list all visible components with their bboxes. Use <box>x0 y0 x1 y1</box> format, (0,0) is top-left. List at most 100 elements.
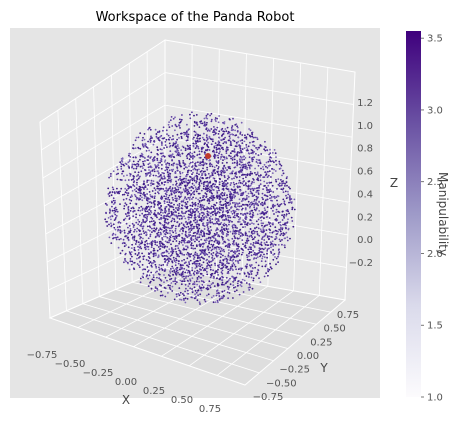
workspace-point <box>170 210 173 213</box>
grid-line <box>115 289 303 337</box>
workspace-point <box>210 197 213 200</box>
workspace-point <box>149 210 152 212</box>
workspace-point <box>225 235 228 237</box>
workspace-point <box>199 176 202 179</box>
workspace-point <box>193 155 196 158</box>
workspace-point <box>291 201 293 203</box>
workspace-point <box>211 239 213 242</box>
workspace-point <box>146 225 149 228</box>
workspace-point <box>141 252 144 255</box>
workspace-point <box>185 253 188 256</box>
workspace-point <box>170 247 173 249</box>
workspace-point <box>251 181 254 183</box>
workspace-point <box>171 159 174 162</box>
workspace-point <box>257 252 259 255</box>
workspace-point <box>238 171 240 174</box>
workspace-point <box>246 222 249 225</box>
workspace-point <box>112 188 115 191</box>
workspace-point <box>112 223 115 226</box>
workspace-point <box>195 272 198 274</box>
workspace-point <box>158 268 161 271</box>
workspace-point <box>117 191 120 194</box>
workspace-point <box>251 156 254 159</box>
workspace-point <box>247 195 250 198</box>
workspace-point <box>175 163 178 166</box>
workspace-point <box>141 241 144 244</box>
workspace-point <box>216 185 218 188</box>
workspace-point <box>181 171 184 174</box>
workspace-point <box>216 282 219 285</box>
workspace-point <box>157 231 160 234</box>
workspace-point <box>238 202 241 205</box>
workspace-point <box>166 179 169 182</box>
workspace-point <box>249 174 251 177</box>
workspace-point <box>189 148 192 151</box>
workspace-point <box>116 168 119 171</box>
workspace-point <box>195 145 198 148</box>
workspace-point <box>224 202 227 205</box>
workspace-point <box>264 260 267 263</box>
workspace-point <box>215 277 218 280</box>
workspace-point <box>206 212 209 215</box>
workspace-point <box>131 260 134 263</box>
colorbar-tick-label: 1.5 <box>427 321 443 332</box>
workspace-point <box>200 189 203 192</box>
workspace-point <box>170 277 173 280</box>
workspace-point <box>127 161 130 164</box>
workspace-point <box>173 192 176 195</box>
workspace-point <box>255 201 257 204</box>
workspace-point <box>280 232 283 235</box>
workspace-point <box>142 162 145 165</box>
workspace-point <box>178 223 181 226</box>
workspace-point <box>245 282 248 284</box>
workspace-point <box>148 252 151 255</box>
workspace-point <box>168 162 171 165</box>
workspace-point <box>181 210 183 213</box>
workspace-point <box>193 203 196 205</box>
workspace-point <box>245 176 247 179</box>
highlight-point <box>205 153 211 159</box>
workspace-point <box>244 242 247 244</box>
workspace-point <box>234 279 237 281</box>
workspace-point <box>139 194 142 197</box>
workspace-point <box>184 230 187 233</box>
workspace-point <box>144 169 147 172</box>
grid-line <box>75 98 84 304</box>
workspace-point <box>221 188 224 191</box>
workspace-point <box>209 181 212 184</box>
workspace-point <box>167 123 170 126</box>
workspace-point <box>125 197 128 200</box>
workspace-point <box>183 181 186 184</box>
workspace-point <box>231 125 234 127</box>
workspace-point <box>137 223 140 226</box>
workspace-point <box>190 189 193 192</box>
workspace-point <box>178 215 180 217</box>
workspace-point <box>168 164 171 167</box>
workspace-point <box>197 133 200 136</box>
workspace-point <box>207 227 210 230</box>
workspace-point <box>183 177 186 180</box>
workspace-point <box>243 197 246 200</box>
workspace-point <box>195 197 197 200</box>
workspace-point <box>226 182 229 185</box>
workspace-point <box>176 166 179 169</box>
workspace-point <box>241 166 244 169</box>
workspace-point <box>222 130 225 133</box>
workspace-point <box>184 290 187 293</box>
workspace-point <box>104 218 107 221</box>
workspace-point <box>279 230 282 233</box>
workspace-point <box>242 193 245 195</box>
workspace-point <box>179 171 181 173</box>
workspace-point <box>195 223 198 226</box>
workspace-point <box>156 170 159 173</box>
workspace-point <box>174 280 176 282</box>
workspace-point <box>224 215 227 218</box>
workspace-point <box>196 262 199 265</box>
workspace-point <box>158 130 161 133</box>
workspace-point <box>198 200 201 202</box>
workspace-point <box>227 130 230 133</box>
workspace-point <box>223 250 226 253</box>
workspace-point <box>262 166 264 168</box>
workspace-point <box>175 184 177 186</box>
